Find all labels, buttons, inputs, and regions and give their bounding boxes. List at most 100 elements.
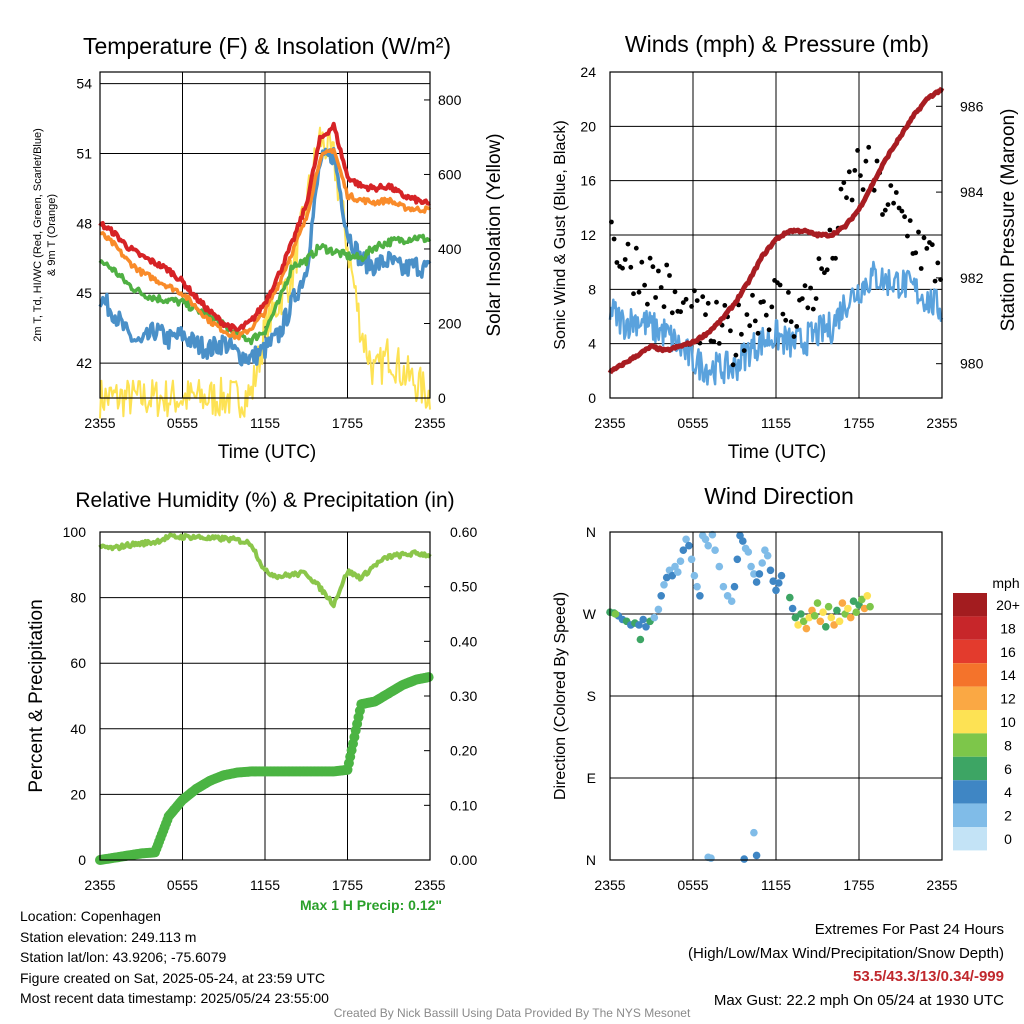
latlon-text: Station lat/lon: 43.9206; -75.6079 bbox=[20, 949, 227, 965]
temp-y-axis-label-line2: & 9m T (Orange) bbox=[46, 194, 58, 276]
wdir-point bbox=[739, 537, 747, 545]
winds-gust-point bbox=[866, 144, 872, 150]
wdir-x-tick-label: 2355 bbox=[926, 877, 957, 893]
temp-y-tick-label: 54 bbox=[76, 76, 92, 92]
wdir-point bbox=[639, 615, 647, 624]
rh-title: Relative Humidity (%) & Precipitation (i… bbox=[75, 489, 454, 512]
winds-gust-point bbox=[918, 266, 924, 271]
wdir-title: Wind Direction bbox=[704, 483, 854, 509]
wdir-point bbox=[740, 855, 748, 863]
rh-y-tick-label: 80 bbox=[70, 590, 86, 606]
winds-gust-point bbox=[849, 197, 855, 203]
wdir-point bbox=[833, 606, 841, 615]
winds-y2-tick-label: 984 bbox=[960, 184, 984, 200]
winds-gust-point bbox=[810, 306, 816, 312]
wdir-x-tick-label: 1755 bbox=[843, 877, 874, 893]
winds-gust-point bbox=[625, 241, 631, 247]
winds-gust-point bbox=[777, 282, 783, 288]
wdir-point bbox=[824, 602, 833, 611]
winds-gust-point bbox=[855, 148, 860, 153]
extremes-subtitle: (High/Low/Max Wind/Precipitation/Snow De… bbox=[688, 944, 1004, 962]
winds-gust-point bbox=[896, 205, 902, 211]
wdir-plot-border bbox=[609, 531, 943, 861]
wdir-legend-swatch bbox=[953, 686, 987, 710]
winds-gust-point bbox=[741, 348, 747, 353]
wdir-point bbox=[819, 608, 827, 616]
wdir-point bbox=[708, 530, 717, 539]
winds-gust-point bbox=[636, 289, 642, 295]
wdir-point bbox=[693, 582, 701, 591]
wdir-point bbox=[711, 546, 719, 554]
wdir-speed-legend: mph 20+ 18 16 14 12 10 8 6 4 2 0 bbox=[953, 575, 1020, 851]
winds-gust-point bbox=[716, 341, 722, 346]
max-precip-label: Max 1 H Precip: 0.12" bbox=[300, 897, 443, 913]
wdir-point bbox=[719, 582, 728, 591]
winds-gust-point bbox=[913, 250, 919, 256]
temp-y-tick-label: 51 bbox=[76, 146, 92, 162]
temp-x-tick-label: 2355 bbox=[84, 415, 115, 431]
winds-gust-point bbox=[783, 317, 789, 323]
extremes-panel: Extremes For Past 24 Hours (High/Low/Max… bbox=[688, 918, 1004, 1012]
wdir-point bbox=[660, 581, 668, 589]
winds-gust-point bbox=[620, 265, 625, 271]
wdir-point bbox=[676, 557, 685, 565]
winds-y-tick-label: 20 bbox=[580, 118, 596, 134]
wdir-point bbox=[766, 566, 775, 575]
wdir-point bbox=[707, 854, 715, 862]
winds-gust-point bbox=[750, 292, 755, 298]
rh-y-axis-label: Percent & Precipitation bbox=[26, 599, 47, 792]
winds-y-tick-label: 12 bbox=[580, 227, 596, 243]
wdir-point bbox=[723, 592, 732, 600]
winds-gust-point bbox=[788, 319, 794, 325]
wdir-point bbox=[822, 623, 830, 631]
rh-x-tick-label: 2355 bbox=[84, 877, 115, 893]
wdir-point bbox=[733, 555, 742, 564]
rh-series-rh bbox=[98, 532, 432, 609]
winds-gust-point bbox=[852, 168, 858, 173]
winds-gust-point bbox=[791, 334, 797, 339]
wdir-legend-label: 6 bbox=[1004, 761, 1012, 777]
winds-gust-point bbox=[858, 173, 863, 179]
winds-gust-point bbox=[631, 291, 636, 297]
wdir-point bbox=[813, 599, 822, 607]
winds-gust-point bbox=[755, 330, 761, 336]
winds-gust-point bbox=[744, 312, 750, 317]
temp-title: Temperature (F) & Insolation (W/m²) bbox=[83, 33, 451, 59]
winds-gust-point bbox=[902, 214, 907, 220]
temp-x-tick-label: 2355 bbox=[414, 415, 445, 431]
wdir-point bbox=[685, 541, 693, 550]
winds-gust-point bbox=[893, 190, 899, 195]
temp-series-9mt bbox=[99, 147, 432, 341]
wdir-legend-swatch bbox=[953, 639, 987, 664]
wdir-legend-label: 0 bbox=[1004, 831, 1012, 847]
wdir-point bbox=[775, 579, 783, 587]
rh-y-tick-label: 0 bbox=[78, 852, 86, 868]
winds-gust-point bbox=[694, 298, 700, 303]
wdir-x-tick-label: 1155 bbox=[761, 877, 791, 893]
wdir-point bbox=[799, 617, 808, 626]
wdir-legend-label: 14 bbox=[1000, 667, 1016, 683]
winds-gust-point bbox=[705, 300, 711, 306]
created-text: Figure created on Sat, 2025-05-24, at 23… bbox=[20, 969, 326, 986]
wdir-point bbox=[866, 602, 874, 611]
winds-gust-point bbox=[628, 264, 634, 270]
winds-gust-point bbox=[647, 255, 653, 261]
temp-plot-border bbox=[99, 71, 431, 399]
winds-gust-point bbox=[863, 158, 869, 164]
winds-y-tick-label: 24 bbox=[580, 64, 596, 80]
temp-series-td bbox=[98, 233, 432, 346]
winds-x-tick-label: 0555 bbox=[677, 415, 708, 431]
wdir-legend-label: 10 bbox=[1000, 714, 1016, 730]
temp-y2-axis-label: Solar Insolation (Yellow) bbox=[484, 133, 505, 336]
winds-gust-point bbox=[650, 264, 656, 270]
wdir-point bbox=[696, 592, 704, 600]
winds-gust-point bbox=[813, 296, 819, 301]
rh-x-tick-label: 2355 bbox=[414, 877, 445, 893]
winds-gust-point bbox=[730, 362, 736, 368]
winds-gust-point bbox=[672, 289, 678, 295]
wdir-point bbox=[788, 604, 797, 613]
winds-gust-point bbox=[680, 300, 686, 305]
wdir-point bbox=[827, 613, 836, 622]
winds-gust-point bbox=[871, 187, 877, 193]
